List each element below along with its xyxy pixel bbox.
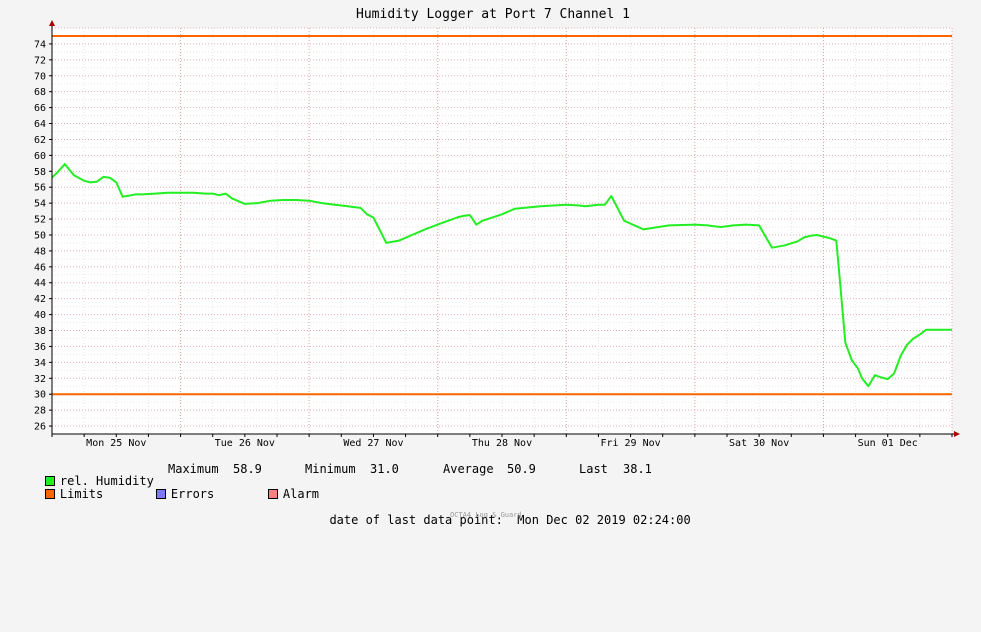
humidity-swatch xyxy=(44,476,55,486)
y-tick-label: 58 xyxy=(34,167,46,178)
legend-row-limits: Limits xyxy=(16,476,103,512)
x-tick-label: Sat 30 Nov xyxy=(729,438,789,449)
plot-background xyxy=(52,28,952,434)
y-tick-label: 32 xyxy=(34,374,46,385)
stat-average-value: 50.9 xyxy=(507,462,536,476)
y-tick-label: 52 xyxy=(34,215,46,226)
y-tick-label: 68 xyxy=(34,87,46,98)
y-tick-label: 28 xyxy=(34,406,46,417)
alarm-swatch xyxy=(267,489,278,499)
y-tick-label: 54 xyxy=(34,199,46,210)
y-tick-label: 46 xyxy=(34,262,46,273)
y-tick-label: 26 xyxy=(34,422,46,433)
y-tick-label: 44 xyxy=(34,278,46,289)
stat-maximum-label: Maximum xyxy=(168,462,219,476)
limits-swatch xyxy=(44,489,55,499)
y-tick-label: 30 xyxy=(34,390,46,401)
x-tick-labels: Mon 25 Nov Tue 26 Nov Wed 27 Nov Thu 28 Nov… xyxy=(86,438,918,449)
last-data-point: date of last data point: Mon Dec 02 2019… xyxy=(315,499,691,527)
series-line-humidity xyxy=(51,163,952,388)
y-tick-label: 42 xyxy=(34,294,46,305)
y-tick-label: 70 xyxy=(34,71,46,82)
y-axis-arrow xyxy=(49,20,55,26)
y-tick-labels: 26 28 30 32 34 36 38 40 42 44 46 48 50 52 54 56 58 60 62 64… xyxy=(34,39,46,432)
limits-layer xyxy=(52,34,952,396)
x-tick-label: Wed 27 Nov xyxy=(343,438,403,449)
x-tick-label: Fri 29 Nov xyxy=(600,438,660,449)
y-tick-label: 50 xyxy=(34,230,46,241)
x-tick-label: Mon 25 Nov xyxy=(86,438,146,449)
y-tick-label: 40 xyxy=(34,310,46,321)
legend-errors-label: Errors xyxy=(170,487,215,501)
x-tick-label: Sun 01 Dec xyxy=(858,438,918,449)
chart-title: Humidity Logger at Port 7 Channel 1 xyxy=(356,7,630,22)
stat-maximum-value: 58.9 xyxy=(233,462,262,476)
y-tick-label: 60 xyxy=(34,151,46,162)
x-axis-arrow xyxy=(954,431,960,437)
watermark: OCTA4 Log & Guard xyxy=(450,511,522,519)
grid-layer xyxy=(51,27,953,435)
stat-average-label: Average xyxy=(443,462,494,476)
x-tick-label: Thu 28 Nov xyxy=(472,438,532,449)
y-tick-label: 56 xyxy=(34,183,46,194)
last-data-point-label: date of last data point: xyxy=(329,513,503,527)
legend: rel. Humidity Limits Errors Alarm Maximu… xyxy=(16,462,656,500)
y-tick-label: 66 xyxy=(34,103,46,114)
last-data-point-value: Mon Dec 02 2019 02:24:00 xyxy=(517,513,691,527)
stat-last-value: 38.1 xyxy=(623,462,652,476)
y-tick-label: 36 xyxy=(34,342,46,353)
y-tick-label: 62 xyxy=(34,135,46,146)
legend-humidity-label: rel. Humidity xyxy=(59,474,154,488)
legend-row-humidity: rel. Humidity xyxy=(16,463,154,499)
stat-last-label: Last xyxy=(579,462,608,476)
y-tick-label: 34 xyxy=(34,358,46,369)
humidity-chart: 26 28 30 32 34 36 38 40 42 44 46 48 50 52 54 56 58 60 62 64… xyxy=(34,7,960,449)
stat-minimum-label: Minimum xyxy=(305,462,356,476)
y-tick-label: 72 xyxy=(34,55,46,66)
series-layer xyxy=(51,163,952,388)
x-tick-label: Tue 26 Nov xyxy=(215,438,275,449)
y-tick-label: 74 xyxy=(34,39,46,50)
y-tick-label: 38 xyxy=(34,326,46,337)
y-tick-label: 64 xyxy=(34,119,46,130)
legend-row-alarm: Alarm xyxy=(239,476,319,512)
axis-layer xyxy=(49,20,960,437)
stat-minimum-value: 31.0 xyxy=(370,462,399,476)
errors-swatch xyxy=(155,489,166,499)
y-tick-label: 48 xyxy=(34,246,46,257)
legend-limits-label: Limits xyxy=(59,487,104,501)
legend-alarm-label: Alarm xyxy=(282,487,320,501)
legend-row-errors: Errors xyxy=(127,476,214,512)
